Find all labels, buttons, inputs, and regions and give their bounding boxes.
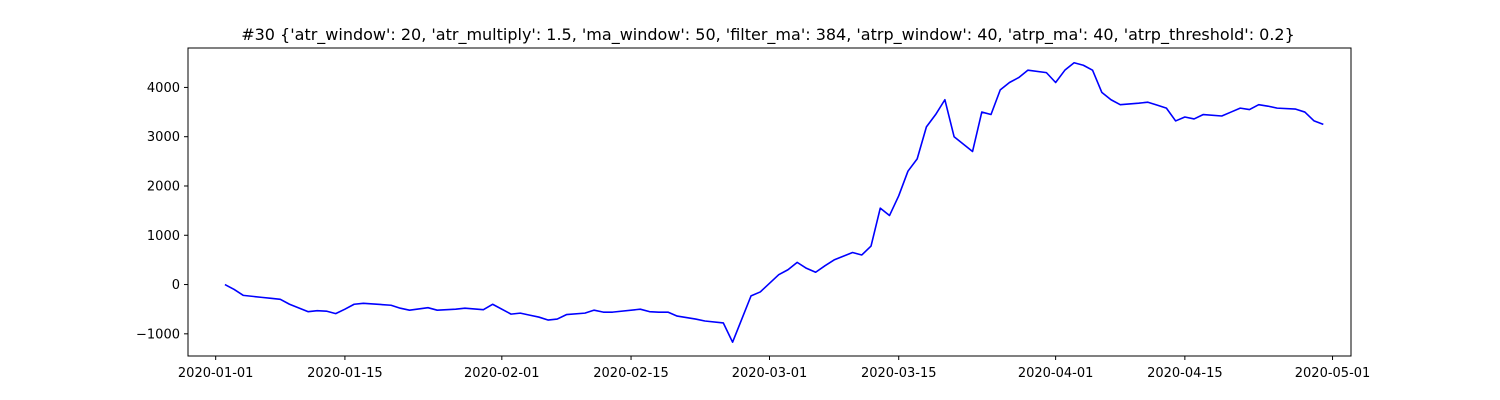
x-tick-label: 2020-01-15 <box>307 366 383 381</box>
y-tick-label: 2000 <box>147 179 180 194</box>
plot-frame <box>187 47 1352 357</box>
x-tick-label: 2020-02-01 <box>464 366 540 381</box>
y-tick-label: 1000 <box>147 229 180 244</box>
x-tick-label: 2020-01-01 <box>178 366 254 381</box>
chart-title: #30 {'atr_window': 20, 'atr_multiply': 1… <box>241 25 1295 45</box>
x-tick-label: 2020-03-15 <box>861 366 937 381</box>
x-tick-label: 2020-02-15 <box>593 366 669 381</box>
y-tick-label: 0 <box>172 278 180 293</box>
series-line <box>224 61 1324 344</box>
x-tick-label: 2020-05-01 <box>1295 366 1371 381</box>
x-tick-label: 2020-03-01 <box>732 366 808 381</box>
plot-area: 2020-01-01 2020-01-15 2020-02-01 2020-02-15… <box>136 47 1371 381</box>
y-tick-label: −1000 <box>136 327 180 342</box>
y-tick-label: 3000 <box>147 130 180 145</box>
x-tick-label: 2020-04-15 <box>1147 366 1223 381</box>
x-tick-label: 2020-04-01 <box>1018 366 1094 381</box>
y-tick-label: 4000 <box>147 81 180 96</box>
